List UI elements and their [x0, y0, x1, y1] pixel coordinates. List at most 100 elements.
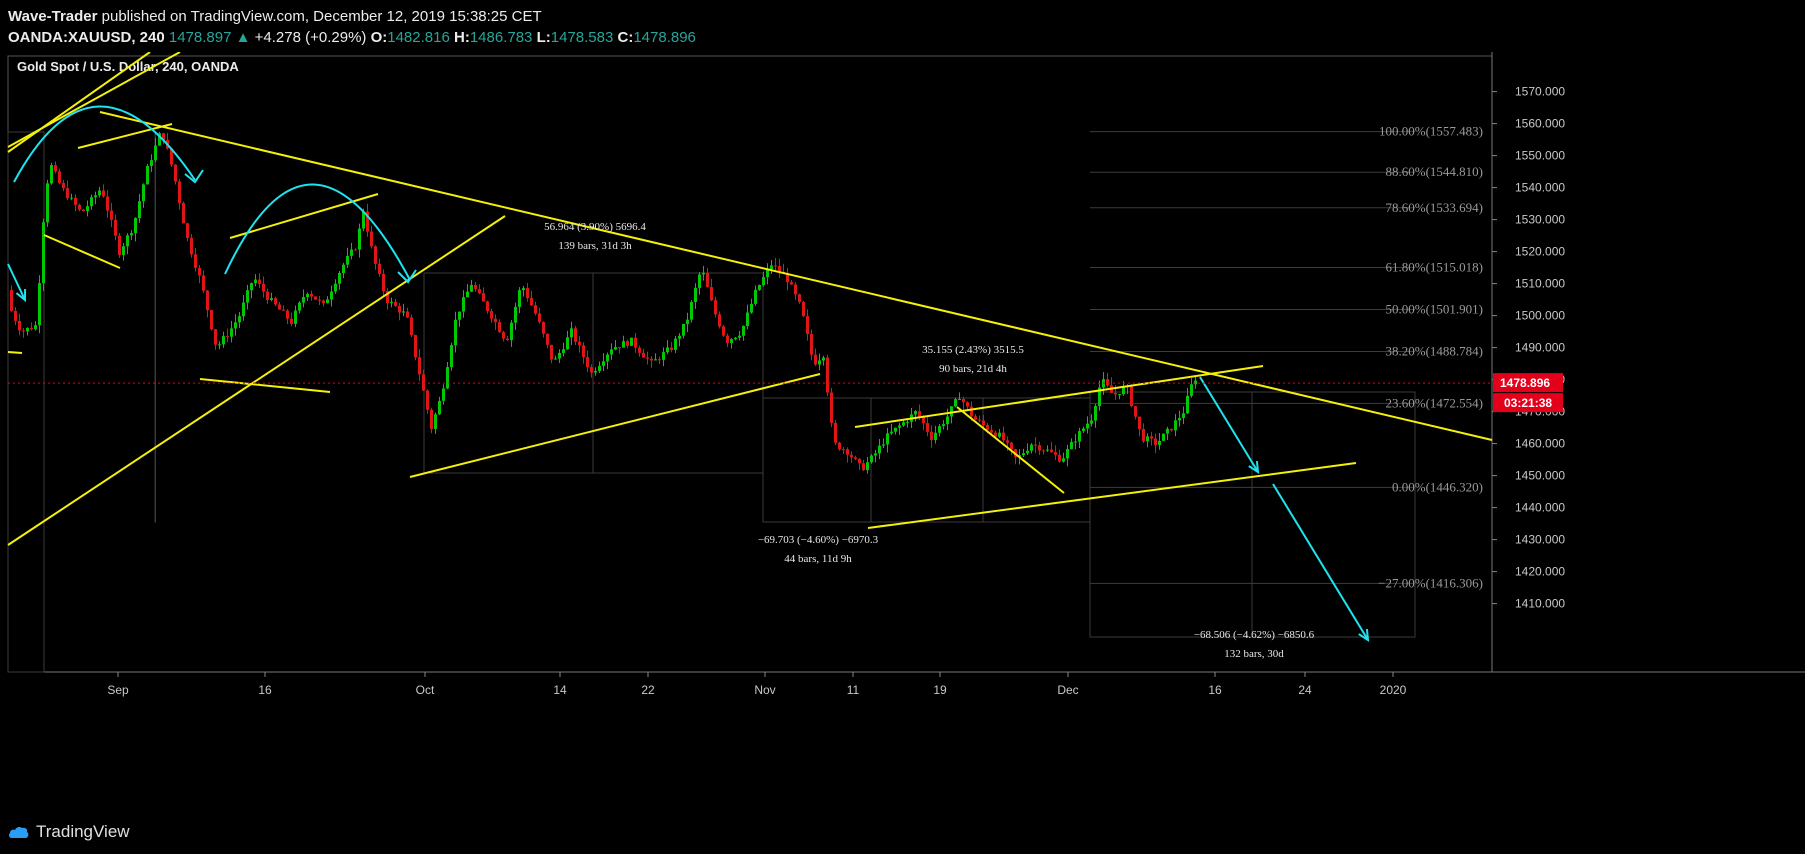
candle-down: [778, 266, 781, 272]
fib-level-label: 50.00%(1501.901): [1386, 302, 1484, 317]
projection-arrow: [1272, 483, 1369, 641]
candle-up: [154, 145, 157, 161]
x-tick-label: 19: [933, 683, 947, 697]
candle-up: [1118, 394, 1121, 396]
candle-up: [1174, 420, 1177, 431]
candle-up: [1190, 384, 1193, 396]
up-triangle-icon: ▲: [235, 29, 251, 46]
candle-up: [1078, 431, 1081, 442]
y-tick-label: 1460.000: [1515, 437, 1565, 451]
candle-down: [842, 449, 845, 451]
candle-down: [534, 305, 537, 314]
candle-down: [574, 328, 577, 342]
candle-up: [694, 287, 697, 303]
x-tick-label: 2020: [1380, 683, 1407, 697]
measure-box: [154, 131, 156, 523]
candle-up: [1026, 450, 1029, 454]
y-tick-label: 1550.000: [1515, 149, 1565, 163]
candle-down: [538, 313, 541, 323]
close-label: C:: [617, 29, 634, 46]
candle-down: [862, 463, 865, 471]
candle-down: [650, 358, 653, 361]
candle-down: [482, 293, 485, 302]
candle-down: [490, 310, 493, 319]
fib-level-label: 100.00%(1557.483): [1379, 124, 1483, 139]
fib-level-label: 61.80%(1515.018): [1386, 260, 1484, 275]
candle-up: [302, 296, 305, 303]
candle-down: [262, 283, 265, 292]
candle-down: [394, 301, 397, 307]
symbol-label: OANDA:XAUUSD, 240: [8, 29, 165, 46]
candle-up: [610, 349, 613, 355]
candle-down: [1058, 454, 1061, 462]
candle-up: [442, 388, 445, 401]
candle-up: [330, 291, 333, 300]
arrow-head-icon: [1358, 628, 1370, 642]
candle-up: [1098, 387, 1101, 407]
fib-level-label: 0.00%(1446.320): [1392, 479, 1483, 494]
candle-down: [506, 338, 509, 341]
candle-down: [646, 357, 649, 359]
candle-up: [250, 283, 253, 291]
candle-down: [986, 425, 989, 431]
candle-down: [366, 211, 369, 232]
candle-down: [258, 279, 261, 284]
candle-up: [390, 301, 393, 304]
candle-up: [1194, 380, 1197, 385]
y-tick-label: 1430.000: [1515, 533, 1565, 547]
candle-down: [318, 299, 321, 301]
candle-up: [306, 293, 309, 297]
candle-up: [674, 338, 677, 350]
candle-down: [1002, 432, 1005, 441]
x-tick-label: Oct: [416, 683, 435, 697]
candle-up: [86, 206, 89, 211]
candle-up: [958, 399, 961, 401]
candle-up: [146, 166, 149, 185]
candle-down: [794, 284, 797, 295]
arrow-head-icon: [184, 169, 204, 184]
candle-down: [194, 254, 197, 268]
trendline: [7, 52, 151, 153]
candle-down: [102, 190, 105, 197]
candle-up: [654, 359, 657, 361]
candle-down: [486, 301, 489, 311]
candle-up: [98, 190, 101, 196]
candle-up: [998, 432, 1001, 437]
x-tick-label: 24: [1298, 683, 1312, 697]
candle-down: [858, 458, 861, 464]
wave-arc: [224, 183, 411, 281]
footer: TradingView: [0, 808, 1805, 854]
candle-up: [218, 344, 221, 346]
x-tick-label: 16: [1208, 683, 1222, 697]
trendline: [7, 215, 506, 546]
candle-down: [82, 209, 85, 211]
trendline: [77, 123, 173, 149]
candle-up: [750, 303, 753, 313]
fib-level-label: 38.20%(1488.784): [1386, 343, 1484, 358]
candle-down: [826, 357, 829, 393]
candle-down: [370, 231, 373, 247]
candle-down: [850, 454, 853, 458]
candle-down: [578, 341, 581, 346]
price-chart[interactable]: Gold Spot / U.S. Dollar, 240, OANDA1410.…: [0, 52, 1805, 808]
candle-down: [290, 318, 293, 324]
measure-label: −68.506 (−4.62%) −6850.6: [1194, 629, 1315, 641]
candle-up: [126, 235, 129, 247]
candle-down: [962, 399, 965, 403]
candle-down: [1170, 428, 1173, 431]
candle-up: [1182, 413, 1185, 418]
y-tick-label: 1440.000: [1515, 501, 1565, 515]
candle-down: [282, 309, 285, 311]
tradingview-logo[interactable]: TradingView: [8, 822, 130, 842]
x-tick-label: Sep: [107, 683, 129, 697]
candle-up: [870, 455, 873, 463]
candle-down: [922, 416, 925, 424]
candle-up: [878, 445, 881, 454]
candle-down: [18, 320, 21, 331]
fib-level-label: 88.60%(1544.810): [1386, 164, 1484, 179]
candle-down: [586, 357, 589, 368]
publisher-name[interactable]: Wave-Trader: [8, 8, 98, 25]
candle-up: [554, 358, 557, 360]
candle-up: [702, 272, 705, 275]
candle-down: [110, 210, 113, 220]
